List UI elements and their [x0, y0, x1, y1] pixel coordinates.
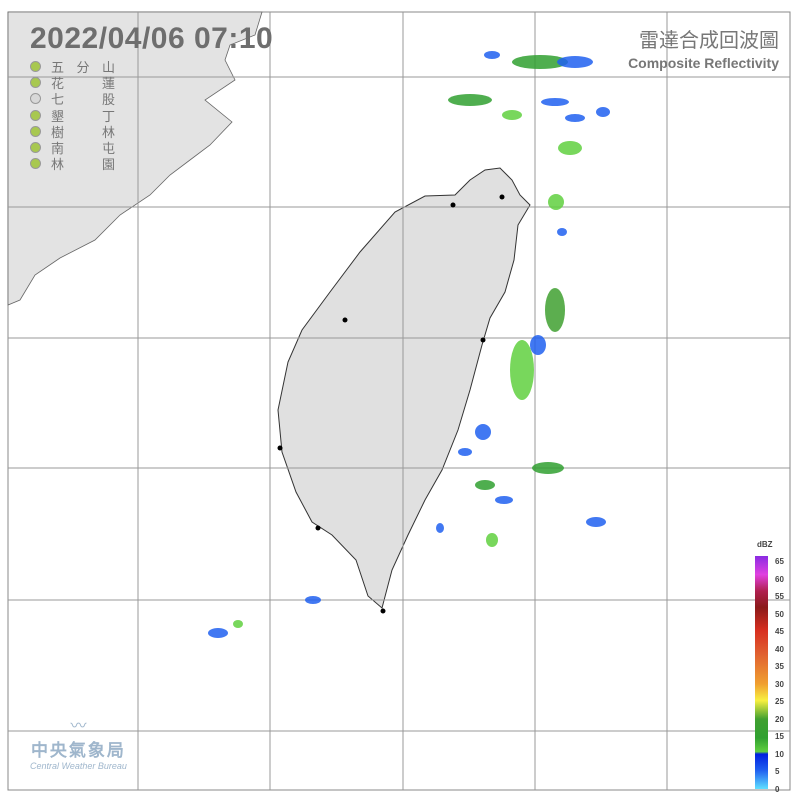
timestamp: 2022/04/06 07:10 — [30, 22, 274, 55]
station-name: 五分山 — [51, 59, 115, 75]
station-name: 樹林 — [51, 124, 115, 140]
radar-echo — [557, 228, 567, 236]
colorbar-label: 55 — [775, 592, 784, 601]
station-status-icon — [30, 93, 41, 105]
colorbar-label: 65 — [775, 557, 784, 566]
radar-echo — [557, 56, 593, 68]
colorbar-unit: dBZ — [757, 540, 773, 549]
radar-echo — [596, 107, 610, 117]
title-english: Composite Reflectivity — [628, 55, 779, 71]
colorbar-label: 5 — [775, 767, 780, 776]
radar-echo — [305, 596, 321, 604]
radar-station: 七股 — [30, 91, 115, 107]
radar-echo — [530, 335, 546, 355]
radar-site-marker — [499, 194, 505, 200]
colorbar-label: 10 — [775, 749, 784, 759]
radar-echo — [495, 496, 513, 504]
colorbar-label: 50 — [775, 609, 784, 619]
radar-site-marker — [315, 525, 321, 531]
radar-site-marker — [450, 202, 456, 208]
station-status-icon — [30, 125, 41, 137]
logo-english: Central Weather Bureau — [30, 761, 127, 771]
map-title: 雷達合成回波圖 Composite Reflectivity — [628, 24, 779, 71]
radar-echo — [510, 340, 534, 400]
radar-station: 樹林 — [30, 123, 115, 140]
radar-echo — [512, 55, 568, 69]
radar-echo — [486, 533, 498, 547]
radar-echo — [233, 620, 243, 628]
radar-echo — [448, 94, 492, 106]
station-name: 墾丁 — [51, 108, 115, 124]
radar-echo — [532, 462, 564, 474]
radar-station: 花蓮 — [30, 74, 115, 91]
radar-echo — [548, 194, 564, 210]
station-status-icon — [30, 60, 41, 72]
station-name: 花蓮 — [51, 75, 115, 91]
colorbar-label: 15 — [775, 732, 784, 741]
colorbar-label: 60 — [775, 574, 784, 584]
radar-site-marker — [277, 445, 283, 451]
radar-echo — [208, 628, 228, 638]
radar-echo — [475, 480, 495, 490]
radar-site-marker — [480, 337, 486, 343]
radar-station-list: 五分山 花蓮 七股 墾丁 樹林 南屯 林園 — [30, 58, 115, 172]
cwb-logo: 〰 中央氣象局 Central Weather Bureau — [30, 712, 127, 771]
radar-site-marker — [342, 317, 348, 323]
wave-logo-icon: 〰 — [70, 718, 87, 735]
colorbar-label: 45 — [775, 627, 784, 636]
radar-echo — [565, 114, 585, 122]
radar-echo — [558, 141, 582, 155]
station-status-icon — [30, 158, 41, 170]
logo-chinese: 中央氣象局 — [30, 741, 126, 760]
radar-echo — [545, 288, 565, 332]
station-name: 林園 — [51, 157, 115, 173]
colorbar-label: 40 — [775, 644, 784, 654]
station-status-icon — [30, 76, 41, 88]
colorbar-label: 0 — [775, 784, 780, 794]
colorbar-label: 30 — [775, 679, 784, 689]
station-name: 七股 — [51, 92, 115, 108]
taiwan-island — [277, 167, 531, 609]
radar-echo — [436, 523, 444, 533]
radar-station: 墾丁 — [30, 107, 115, 124]
china-coast — [7, 11, 263, 306]
title-chinese: 雷達合成回波圖 — [639, 30, 779, 52]
radar-echo — [475, 424, 491, 440]
colorbar-label: 25 — [775, 697, 784, 706]
station-status-icon — [30, 109, 41, 121]
radar-echo — [458, 448, 472, 456]
colorbar-label: 20 — [775, 714, 784, 724]
radar-echo — [541, 98, 569, 106]
station-name: 南屯 — [51, 141, 115, 157]
radar-site-marker — [380, 608, 386, 614]
colorbar — [755, 556, 768, 789]
station-status-icon — [30, 142, 41, 154]
radar-station: 林園 — [30, 156, 115, 172]
radar-echo — [586, 517, 606, 527]
radar-echo — [484, 51, 500, 59]
radar-station: 五分山 — [30, 58, 115, 75]
radar-echo — [502, 110, 522, 120]
colorbar-label: 35 — [775, 662, 784, 671]
radar-station: 南屯 — [30, 139, 115, 157]
